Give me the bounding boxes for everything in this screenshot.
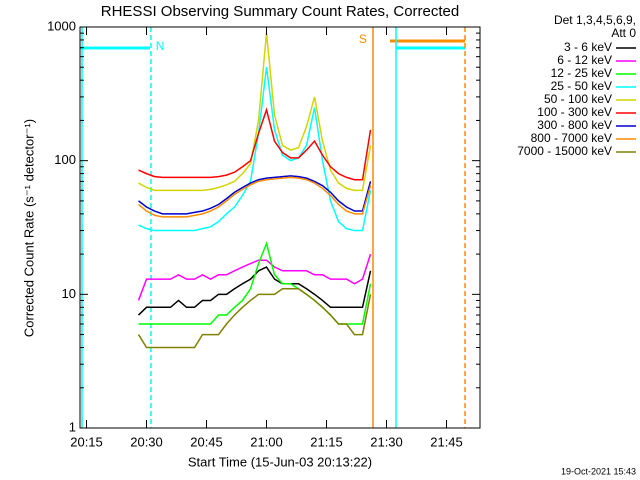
- legend-label: 7000 - 15000 keV: [517, 144, 612, 158]
- series-line: [137, 288, 372, 349]
- legend-header: Att 0: [611, 26, 636, 40]
- x-tick-label: 21:15: [310, 434, 343, 449]
- y-tick-label: 1: [69, 419, 76, 434]
- series-line: [137, 253, 372, 301]
- plot-frame: [79, 26, 481, 429]
- series-line: [138, 175, 372, 215]
- x-tick-label: 20:15: [70, 434, 103, 449]
- series-line: [138, 107, 372, 181]
- legend-label: 3 - 6 keV: [564, 40, 612, 54]
- y-tick-label: 100: [54, 152, 76, 167]
- flag-label: N: [156, 39, 165, 53]
- series-line: [138, 33, 372, 192]
- legend-label: 100 - 300 keV: [537, 105, 612, 119]
- x-tick-label: 21:30: [370, 434, 403, 449]
- legend-label: 25 - 50 keV: [551, 79, 612, 93]
- x-tick-label: 20:45: [190, 434, 223, 449]
- flag-label: S: [359, 32, 367, 46]
- legend-label: 6 - 12 keV: [557, 53, 612, 67]
- footer: 19-Oct-2021 15:43: [561, 466, 636, 476]
- chart-title: RHESSI Observing Summary Count Rates, Co…: [101, 3, 459, 20]
- series-line: [138, 67, 372, 232]
- legend-label: 50 - 100 keV: [544, 92, 612, 106]
- x-tick-label: 21:45: [430, 434, 463, 449]
- y-axis-label: Corrected Count Rate (s⁻¹ detector⁻¹): [21, 119, 36, 337]
- y-tick-label: 10: [62, 286, 76, 301]
- legend-header: Det 1,3,4,5,6,9,: [554, 13, 636, 27]
- x-tick-label: 21:00: [250, 434, 283, 449]
- legend-label: 12 - 25 keV: [551, 66, 612, 80]
- legend-label: 300 - 800 keV: [537, 118, 612, 132]
- y-tick-label: 1000: [47, 18, 76, 33]
- x-tick-label: 20:30: [130, 434, 163, 449]
- x-axis-label: Start Time (15-Jun-03 20:13:22): [188, 454, 372, 469]
- legend-label: 800 - 7000 keV: [531, 131, 612, 145]
- series-line: [138, 176, 372, 218]
